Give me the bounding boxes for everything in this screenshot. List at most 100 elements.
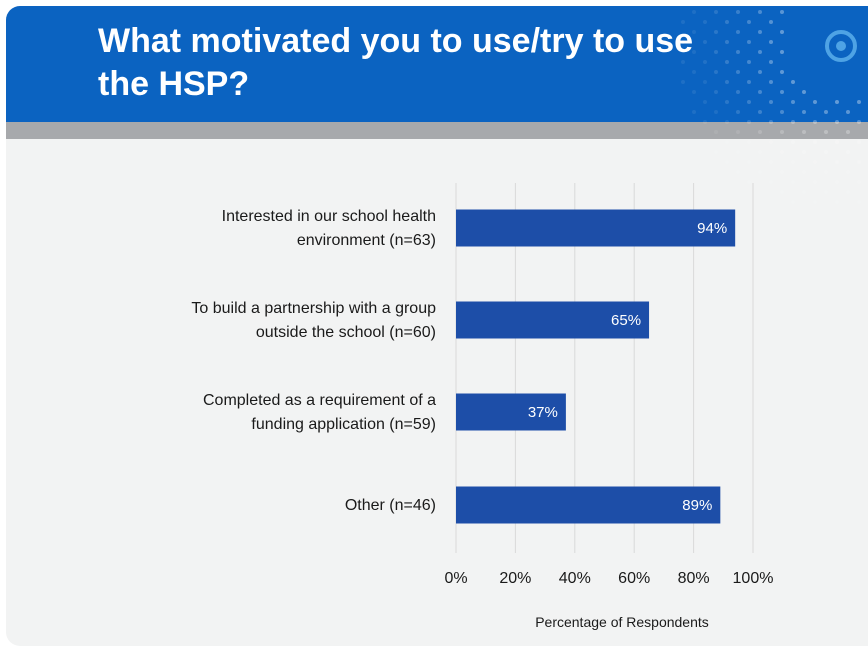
decor-dot	[835, 100, 839, 104]
decor-dot	[725, 100, 729, 104]
decor-dot	[857, 180, 861, 184]
decor-dot	[725, 140, 729, 144]
decor-dot	[692, 10, 696, 14]
decor-dot	[813, 160, 817, 164]
decor-dot	[758, 10, 762, 14]
decor-dot	[736, 30, 740, 34]
decor-dot	[780, 10, 784, 14]
decor-dot	[791, 120, 795, 124]
decor-dot	[736, 50, 740, 54]
decor-dot	[824, 110, 828, 114]
x-tick-label: 100%	[733, 570, 774, 587]
decor-dot	[769, 20, 773, 24]
decor-dot	[747, 100, 751, 104]
decor-dot	[791, 160, 795, 164]
bars: 94% 65% 37% 89%	[456, 209, 736, 524]
decor-dot	[736, 130, 740, 134]
decor-dot	[780, 50, 784, 54]
decor-dot	[758, 130, 762, 134]
decor-dot	[725, 80, 729, 84]
category-label: Completed as a requirement of a funding a…	[203, 392, 436, 433]
slide-title: What motivated you to use/try to use the…	[98, 22, 694, 103]
decor-dot	[747, 140, 751, 144]
x-tick-labels: 0% 20% 40% 60% 80% 100%	[444, 570, 773, 587]
decor-dot	[835, 160, 839, 164]
decor-dot	[714, 150, 718, 154]
decor-dot	[725, 120, 729, 124]
decor-dot	[791, 140, 795, 144]
decor-dot	[725, 20, 729, 24]
decor-dot	[857, 120, 861, 124]
decor-dot	[835, 120, 839, 124]
decor-dot	[736, 70, 740, 74]
category-label: Other (n=46)	[345, 497, 436, 514]
decor-dot	[857, 140, 861, 144]
decor-dot	[835, 140, 839, 144]
header-bar	[6, 6, 868, 122]
decor-dot	[813, 120, 817, 124]
category-label: To build a partnership with a group outsi…	[191, 300, 436, 341]
decor-dot	[791, 100, 795, 104]
decor-dot	[802, 90, 806, 94]
x-axis-title: Percentage of Respondents	[535, 614, 709, 630]
decor-dot	[846, 190, 850, 194]
bar-value-label: 65%	[611, 312, 641, 329]
decor-dot	[747, 120, 751, 124]
decor-dot	[758, 30, 762, 34]
slide: What motivated you to use/try to use the…	[6, 6, 868, 646]
decor-dot	[681, 20, 685, 24]
decor-dot	[780, 90, 784, 94]
decor-dot	[747, 80, 751, 84]
decor-dot	[813, 180, 817, 184]
decor-dot	[747, 20, 751, 24]
decor-dot	[857, 200, 861, 204]
decor-dot	[780, 170, 784, 174]
decor-dot	[791, 200, 795, 204]
decor-dot	[714, 30, 718, 34]
decor-dot	[857, 160, 861, 164]
decor-dot	[714, 90, 718, 94]
bar	[456, 393, 566, 431]
decor-dot	[813, 140, 817, 144]
category-labels: Interested in our school health environme…	[191, 208, 436, 514]
bar-value-label: 37%	[528, 404, 558, 421]
decor-dot	[747, 60, 751, 64]
decor-dot	[758, 150, 762, 154]
decor-dot	[692, 30, 696, 34]
decor-dot	[802, 110, 806, 114]
decor-dot	[692, 90, 696, 94]
decor-dot	[769, 60, 773, 64]
decor-dot	[714, 130, 718, 134]
decor-dot	[780, 150, 784, 154]
decor-dot	[802, 150, 806, 154]
decor-dot	[725, 60, 729, 64]
decor-dot	[846, 130, 850, 134]
decor-ring-center	[836, 41, 846, 51]
decor-dot	[703, 100, 707, 104]
decor-dot	[769, 100, 773, 104]
decor-dot	[857, 100, 861, 104]
decor-dot	[846, 150, 850, 154]
decor-dot	[714, 50, 718, 54]
bar-value-label: 89%	[682, 497, 712, 514]
decor-dot	[736, 170, 740, 174]
decor-dot	[846, 170, 850, 174]
decor-dot	[802, 190, 806, 194]
decor-dot	[824, 190, 828, 194]
decor-dot	[791, 180, 795, 184]
dot-pattern-decoration	[681, 10, 861, 204]
decor-dot	[769, 180, 773, 184]
decor-dot	[747, 40, 751, 44]
x-tick-label: 80%	[678, 570, 710, 587]
decor-dot	[736, 150, 740, 154]
x-tick-label: 40%	[559, 570, 591, 587]
bar	[456, 486, 721, 524]
decor-dot	[747, 180, 751, 184]
decor-dot	[780, 70, 784, 74]
decor-dot	[802, 130, 806, 134]
decor-dot	[703, 60, 707, 64]
decor-dot	[692, 70, 696, 74]
decor-dot	[758, 170, 762, 174]
decor-dot	[681, 40, 685, 44]
